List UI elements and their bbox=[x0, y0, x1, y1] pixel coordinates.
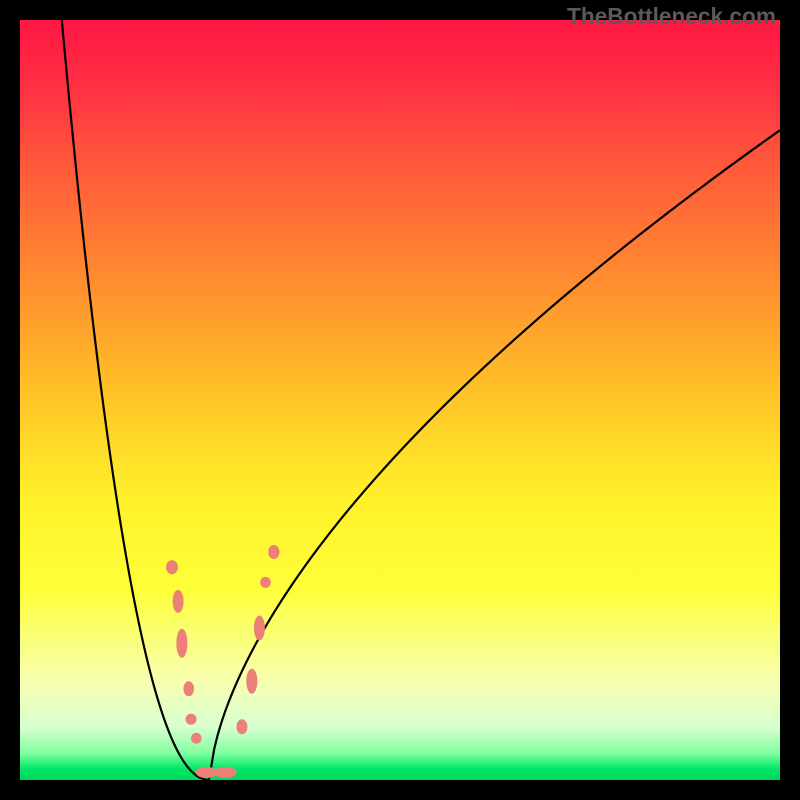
data-marker bbox=[214, 767, 236, 777]
data-marker bbox=[186, 714, 196, 724]
chart-background bbox=[20, 20, 780, 780]
bottleneck-chart bbox=[0, 0, 800, 800]
data-marker bbox=[196, 767, 216, 777]
watermark-text: TheBottleneck.com bbox=[567, 3, 776, 30]
data-marker bbox=[173, 590, 183, 612]
data-marker bbox=[269, 546, 279, 559]
data-marker bbox=[237, 720, 247, 734]
chart-frame: TheBottleneck.com bbox=[0, 0, 800, 800]
data-marker bbox=[177, 629, 187, 657]
data-marker bbox=[184, 682, 194, 696]
data-marker bbox=[254, 616, 264, 640]
data-marker bbox=[261, 577, 271, 587]
data-marker bbox=[192, 733, 202, 743]
data-marker bbox=[167, 561, 178, 574]
data-marker bbox=[247, 669, 257, 693]
